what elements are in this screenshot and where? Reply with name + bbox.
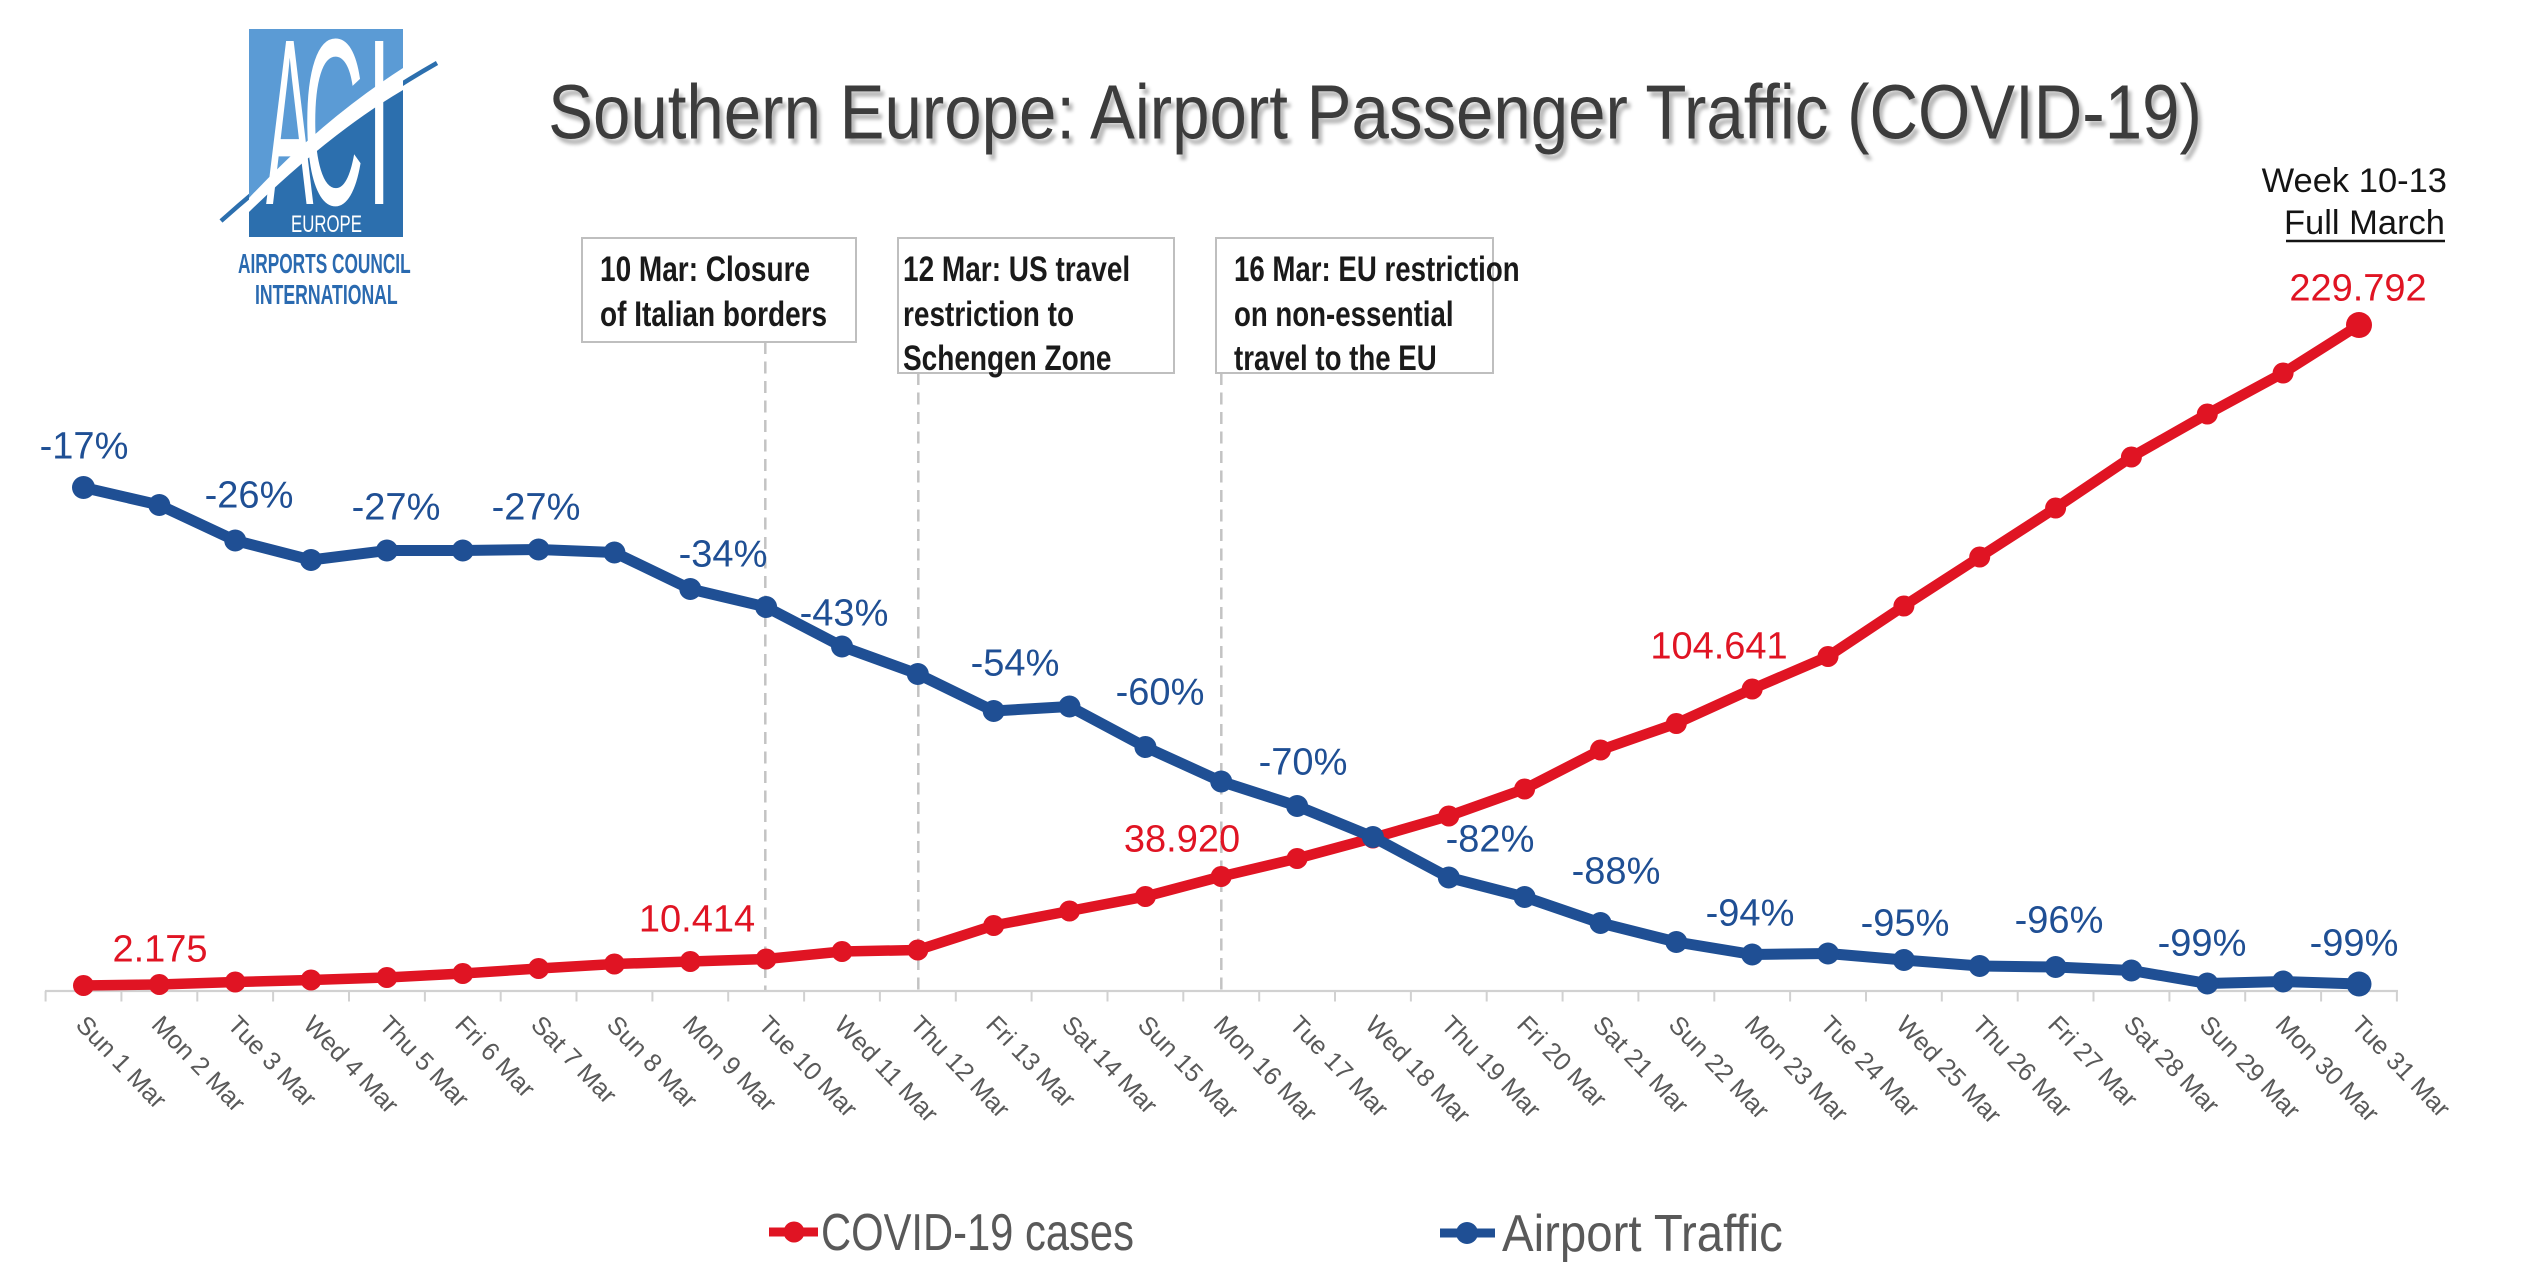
svg-text:229.792: 229.792: [2289, 268, 2426, 310]
svg-text:Full March: Full March: [2284, 204, 2445, 242]
svg-text:2.175: 2.175: [112, 929, 207, 971]
svg-text:Southern Europe: Airport Passe: Southern Europe: Airport Passenger Traff…: [548, 70, 2202, 155]
svg-text:Week 10-13: Week 10-13: [2262, 162, 2447, 200]
svg-text:Schengen Zone: Schengen Zone: [903, 338, 1111, 378]
svg-text:12 Mar: US travel: 12 Mar: US travel: [903, 249, 1130, 289]
svg-text:EUROPE: EUROPE: [291, 211, 362, 238]
svg-text:-95%: -95%: [1861, 903, 1950, 945]
svg-text:16 Mar: EU restriction: 16 Mar: EU restriction: [1234, 249, 1520, 289]
svg-text:restriction to: restriction to: [903, 294, 1074, 334]
svg-text:INTERNATIONAL: INTERNATIONAL: [255, 279, 398, 310]
svg-text:A: A: [266, 0, 314, 255]
svg-text:-54%: -54%: [971, 643, 1060, 685]
svg-text:-26%: -26%: [205, 475, 294, 517]
svg-text:AIRPORTS COUNCIL: AIRPORTS COUNCIL: [238, 248, 411, 279]
svg-text:-82%: -82%: [1446, 819, 1535, 861]
svg-text:COVID-19 cases: COVID-19 cases: [821, 1204, 1134, 1261]
svg-text:I: I: [367, 0, 391, 254]
svg-text:Airport Traffic: Airport Traffic: [1502, 1205, 1783, 1262]
svg-text:-43%: -43%: [800, 593, 889, 635]
svg-text:-34%: -34%: [679, 534, 768, 576]
svg-text:-27%: -27%: [352, 487, 441, 529]
svg-text:-99%: -99%: [2158, 923, 2247, 965]
svg-text:38.920: 38.920: [1124, 819, 1240, 861]
svg-text:-99%: -99%: [2310, 923, 2399, 965]
svg-text:10.414: 10.414: [639, 899, 755, 941]
svg-text:-17%: -17%: [40, 426, 129, 468]
svg-text:104.641: 104.641: [1650, 626, 1787, 668]
svg-text:of Italian borders: of Italian borders: [600, 294, 827, 334]
svg-text:-27%: -27%: [492, 487, 581, 529]
svg-text:-70%: -70%: [1259, 742, 1348, 784]
svg-text:-94%: -94%: [1706, 893, 1795, 935]
svg-text:on non-essential: on non-essential: [1234, 294, 1454, 334]
svg-text:10 Mar: Closure: 10 Mar: Closure: [600, 249, 810, 289]
svg-text:-96%: -96%: [2015, 900, 2104, 942]
svg-text:C: C: [303, 0, 364, 255]
svg-text:travel to the EU: travel to the EU: [1234, 338, 1437, 378]
svg-text:-88%: -88%: [1572, 851, 1661, 893]
svg-text:-60%: -60%: [1116, 672, 1205, 714]
